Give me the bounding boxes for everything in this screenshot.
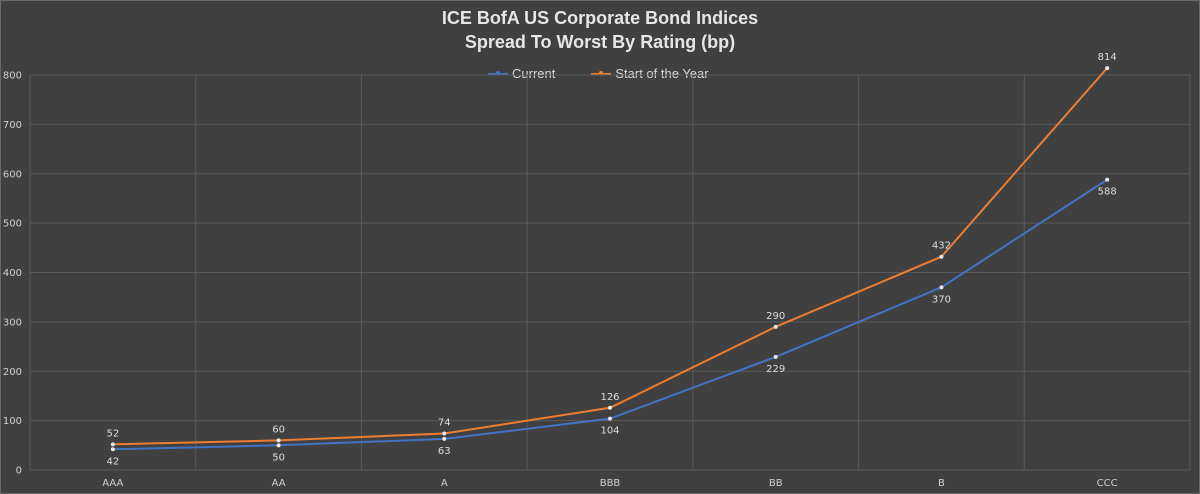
data-point: [608, 405, 612, 410]
y-tick-label: 100: [3, 416, 22, 427]
data-label: 126: [600, 392, 619, 403]
data-point: [1105, 66, 1110, 71]
data-label: 432: [932, 241, 951, 252]
data-point: [442, 436, 447, 441]
y-tick-label: 0: [16, 466, 22, 477]
data-point: [773, 324, 778, 329]
data-point: [608, 416, 612, 421]
data-point: [939, 254, 944, 259]
chart-title: ICE BofA US Corporate Bond Indices: [441, 8, 759, 28]
data-label: 63: [438, 446, 451, 457]
x-tick-label: CCC: [1097, 478, 1118, 489]
legend-item-current: Current: [488, 66, 555, 81]
data-label: 814: [1098, 52, 1117, 63]
y-tick-label: 700: [3, 120, 22, 131]
y-tick-label: 800: [3, 71, 22, 82]
y-tick-label: 400: [3, 268, 22, 279]
data-label: 588: [1098, 187, 1117, 198]
data-label: 42: [106, 456, 119, 467]
data-point: [442, 431, 447, 436]
x-tick-label: B: [938, 478, 945, 489]
y-tick-label: 200: [3, 367, 22, 378]
data-label: 50: [272, 452, 285, 463]
data-label: 290: [766, 311, 785, 322]
data-point: [773, 354, 778, 359]
y-tick-label: 600: [3, 169, 22, 180]
data-point: [276, 438, 281, 443]
y-tick-label: 300: [3, 317, 22, 328]
data-label: 370: [932, 294, 951, 305]
data-point: [110, 447, 115, 452]
x-tick-label: BBB: [600, 478, 621, 489]
chart-legend: Current Start of the Year: [488, 66, 709, 81]
legend-label-current: Current: [512, 66, 556, 81]
data-point: [939, 285, 944, 290]
x-tick-label: AAA: [102, 478, 123, 489]
chart-subtitle: Spread To Worst By Rating (bp): [464, 32, 736, 52]
x-tick-label: AA: [272, 478, 286, 489]
legend-label-start-of-year: Start of the Year: [615, 66, 709, 81]
data-label: 229: [766, 364, 785, 375]
x-tick-label: A: [441, 478, 448, 489]
y-tick-label: 500: [3, 219, 22, 230]
legend-swatch-start-of-year: [591, 71, 612, 75]
data-point: [110, 442, 115, 447]
legend-swatch-current: [488, 71, 508, 75]
data-label: 52: [106, 428, 119, 439]
legend-item-start-of-year: Start of the Year: [591, 66, 709, 81]
data-point: [276, 443, 281, 448]
data-label: 74: [438, 417, 451, 428]
data-point: [1105, 177, 1110, 182]
data-label: 104: [600, 426, 619, 437]
x-tick-label: BB: [769, 478, 783, 489]
data-label: 60: [272, 424, 285, 435]
